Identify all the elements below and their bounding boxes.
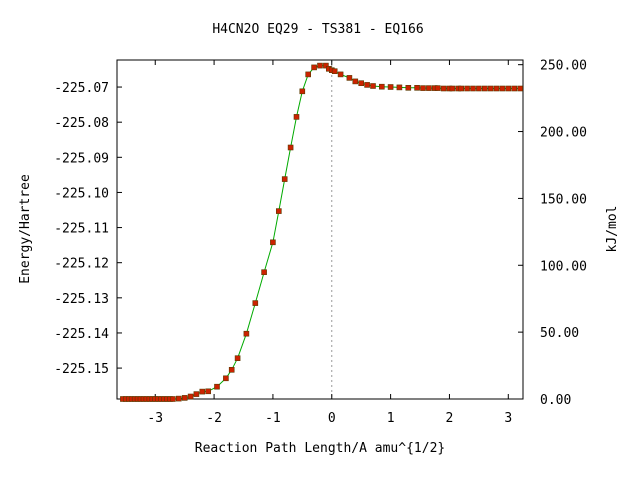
- x-tick-label: -1: [265, 411, 281, 426]
- data-point: [434, 85, 441, 91]
- data-point: [270, 239, 276, 246]
- x-tick-label: 0: [328, 411, 336, 426]
- data-point: [370, 83, 376, 89]
- y-axis-right: 250.00 200.00 150.00 100.00 50.00 0.00: [518, 59, 587, 408]
- y2-axis-label: kJ/mol: [605, 206, 620, 253]
- data-point: [358, 80, 365, 86]
- data-point: [449, 85, 456, 92]
- data-point: [234, 355, 241, 362]
- data-point: [511, 85, 518, 92]
- data-point: [487, 85, 494, 92]
- x-axis-label: Reaction Path Length/A amu^{1/2}: [195, 441, 445, 456]
- data-point: [176, 395, 182, 402]
- y-axis-label: Energy/Hartree: [18, 174, 33, 284]
- x-tick-label: 2: [446, 411, 454, 426]
- y2-tick-label: 0.00: [540, 393, 571, 408]
- series-energy: [120, 62, 523, 402]
- data-point: [464, 85, 470, 92]
- data-point: [458, 85, 465, 92]
- data-point: [505, 85, 512, 92]
- data-point: [426, 85, 432, 91]
- data-point: [414, 85, 420, 91]
- x-tick-label: -3: [147, 411, 163, 426]
- y-tick-label: -225.15: [54, 362, 109, 377]
- y2-tick-label: 200.00: [540, 126, 587, 141]
- data-point: [337, 71, 344, 78]
- y-tick-label: -225.07: [54, 81, 109, 96]
- data-point: [331, 68, 338, 74]
- data-point: [420, 85, 426, 91]
- data-point: [440, 85, 447, 92]
- data-point: [387, 84, 394, 90]
- y2-tick-label: 100.00: [540, 259, 587, 274]
- y-tick-label: -225.08: [54, 116, 109, 131]
- y2-tick-label: 150.00: [540, 192, 587, 207]
- data-point: [252, 300, 259, 306]
- data-point: [396, 84, 403, 91]
- data-point: [305, 71, 312, 78]
- data-point: [193, 391, 200, 397]
- chart-title: H4CN2O EQ29 - TS381 - EQ166: [212, 22, 423, 37]
- data-point: [199, 388, 206, 395]
- data-point: [281, 176, 288, 182]
- data-point: [205, 388, 211, 395]
- y-tick-label: -225.09: [54, 151, 109, 166]
- data-point: [405, 85, 412, 91]
- plot-frame: [116, 59, 524, 400]
- data-point: [214, 383, 220, 390]
- data-point: [323, 62, 329, 69]
- data-point: [187, 393, 194, 400]
- data-point: [352, 78, 359, 85]
- y-tick-label: -225.14: [54, 327, 109, 342]
- data-point: [228, 366, 235, 373]
- y-tick-label: -225.13: [54, 292, 109, 307]
- x-tick-label: -2: [206, 411, 222, 426]
- x-tick-label: 1: [387, 411, 395, 426]
- data-point: [317, 62, 323, 69]
- data-point: [299, 88, 306, 95]
- series-line: [122, 65, 521, 400]
- y2-tick-label: 50.00: [540, 326, 579, 341]
- data-point: [378, 83, 385, 90]
- y-tick-label: -225.11: [54, 222, 109, 237]
- y-tick-label: -225.10: [54, 186, 109, 201]
- data-point: [364, 82, 370, 88]
- data-point: [470, 85, 476, 92]
- data-point: [223, 375, 229, 382]
- data-point: [293, 114, 300, 120]
- data-point: [261, 269, 267, 276]
- y-axis-left: -225.07 -225.08 -225.09 -225.10 -225.11 -225.…: [54, 81, 122, 377]
- data-point: [181, 395, 188, 401]
- data-point: [346, 75, 353, 81]
- data-point: [243, 330, 250, 337]
- data-point: [481, 85, 488, 92]
- x-axis: -3 -2 -1 0 1 2 3: [147, 60, 512, 426]
- data-point: [170, 396, 176, 402]
- data-point: [517, 85, 523, 92]
- data-point: [311, 64, 317, 71]
- data-point: [499, 85, 506, 92]
- y2-tick-label: 250.00: [540, 59, 587, 74]
- data-point: [287, 144, 294, 151]
- data-point: [476, 85, 482, 92]
- data-point: [493, 85, 500, 92]
- data-point: [275, 208, 282, 214]
- y-tick-label: -225.12: [54, 257, 109, 272]
- x-tick-label: 3: [504, 411, 512, 426]
